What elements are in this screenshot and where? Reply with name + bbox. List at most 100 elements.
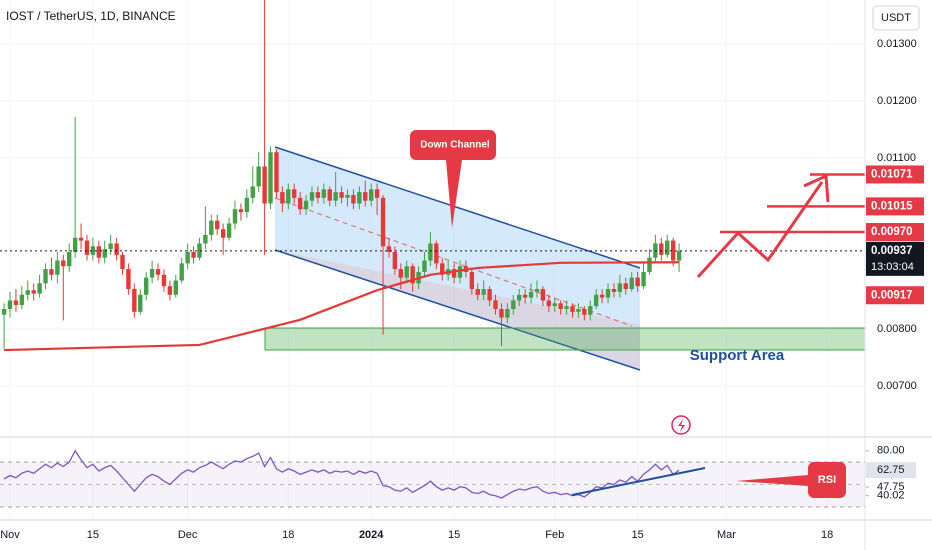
candle-body bbox=[303, 200, 309, 210]
candle-body bbox=[132, 289, 137, 312]
candle-body bbox=[665, 240, 670, 255]
rsi-pane bbox=[3, 449, 869, 499]
candle-body bbox=[173, 280, 178, 295]
candle-body bbox=[321, 189, 327, 198]
rsi-tick-label: 80.00 bbox=[877, 445, 905, 457]
candle-body bbox=[659, 243, 664, 255]
candle-body bbox=[570, 306, 575, 312]
x-tick-label: 18 bbox=[282, 529, 294, 541]
x-tick-label: Mar bbox=[717, 529, 736, 541]
y-tick-label: 0.01300 bbox=[877, 38, 917, 50]
chart-title: IOST / TetherUS, 1D, BINANCE bbox=[6, 9, 176, 23]
candle-body bbox=[434, 243, 439, 264]
candle-body bbox=[244, 197, 250, 213]
y-tick-label: 0.01100 bbox=[877, 152, 916, 164]
ma-price-box bbox=[866, 286, 924, 305]
level-box bbox=[866, 197, 924, 216]
candle-body bbox=[380, 197, 386, 247]
candle-body bbox=[37, 283, 42, 294]
candle-body bbox=[55, 260, 60, 275]
y-tick-label: 0.01200 bbox=[877, 95, 917, 107]
candle-body bbox=[138, 294, 143, 312]
candle-body bbox=[552, 303, 557, 307]
candle-body bbox=[593, 294, 599, 307]
candle-body bbox=[368, 189, 374, 201]
x-tick-label: 15 bbox=[448, 529, 460, 541]
candle-body bbox=[31, 290, 36, 294]
candle-body bbox=[215, 220, 220, 230]
candle-body bbox=[641, 271, 646, 287]
projection-arrow bbox=[696, 181, 824, 279]
candle-body bbox=[309, 192, 315, 201]
candle-body bbox=[268, 152, 273, 204]
candle-body bbox=[315, 192, 321, 198]
candle-body bbox=[203, 234, 208, 244]
candle-body bbox=[7, 300, 13, 310]
candle-body bbox=[493, 300, 498, 310]
candle-body bbox=[78, 237, 84, 241]
annotation: Down Channel bbox=[420, 140, 490, 151]
candle-body bbox=[534, 289, 540, 292]
candle-body bbox=[179, 263, 184, 281]
candle-body bbox=[256, 166, 261, 187]
candle-body bbox=[605, 289, 611, 298]
candle-body bbox=[220, 229, 226, 238]
candle-body bbox=[611, 289, 617, 292]
candle-body bbox=[25, 290, 30, 295]
annotation: Support Area bbox=[690, 347, 785, 364]
candle-body bbox=[475, 289, 480, 295]
last-price-box bbox=[866, 241, 924, 276]
candle-body bbox=[546, 300, 552, 307]
candle-body bbox=[149, 269, 155, 278]
candle-body bbox=[440, 263, 445, 275]
candle-body bbox=[511, 300, 516, 310]
candle-body bbox=[155, 269, 161, 275]
x-tick-label: 2024 bbox=[359, 529, 384, 541]
last-price-label: 0.00937 bbox=[871, 245, 913, 257]
candle-body bbox=[629, 277, 634, 290]
candle-body bbox=[209, 220, 214, 235]
level-box bbox=[866, 223, 924, 242]
candle-body bbox=[351, 194, 356, 204]
rsi-tick-label: 47.75 bbox=[877, 481, 905, 493]
candle-body bbox=[410, 266, 415, 284]
rsi-line bbox=[3, 449, 680, 499]
countdown: 13:03:04 bbox=[871, 261, 914, 273]
candle-body bbox=[676, 250, 682, 261]
rsi-value-label: 62.75 bbox=[877, 464, 905, 476]
candle-body bbox=[114, 243, 119, 255]
candle-body bbox=[90, 246, 96, 255]
candle-body bbox=[451, 269, 457, 278]
candle-body bbox=[357, 192, 362, 204]
candle-body bbox=[428, 243, 433, 261]
candle-body bbox=[274, 152, 279, 193]
candle-body bbox=[617, 283, 623, 292]
candle-body bbox=[582, 309, 587, 315]
x-tick-label: Dec bbox=[178, 529, 198, 541]
x-tick-label: 15 bbox=[87, 529, 99, 541]
candle-body bbox=[1, 309, 7, 315]
candle-body bbox=[564, 306, 569, 310]
candle-body bbox=[540, 289, 546, 301]
currency: USDT bbox=[881, 12, 911, 24]
event-icon[interactable] bbox=[671, 415, 691, 435]
candle-body bbox=[43, 269, 48, 284]
arrow-head bbox=[803, 173, 830, 203]
candle-body bbox=[558, 303, 563, 310]
candle-body bbox=[286, 189, 291, 204]
candle-body bbox=[102, 249, 107, 258]
level-label: 0.00970 bbox=[871, 226, 913, 238]
ma-price-label: 0.00917 bbox=[871, 289, 913, 301]
candle-body bbox=[96, 246, 102, 258]
currency-button[interactable] bbox=[872, 5, 920, 31]
candle-body bbox=[143, 277, 149, 295]
candle-body bbox=[120, 254, 125, 270]
candle-body bbox=[499, 309, 504, 318]
candle-body bbox=[404, 266, 409, 278]
candle-body bbox=[599, 294, 605, 298]
candle-body bbox=[339, 192, 344, 198]
candle-body bbox=[262, 166, 267, 204]
level-box bbox=[866, 165, 924, 184]
